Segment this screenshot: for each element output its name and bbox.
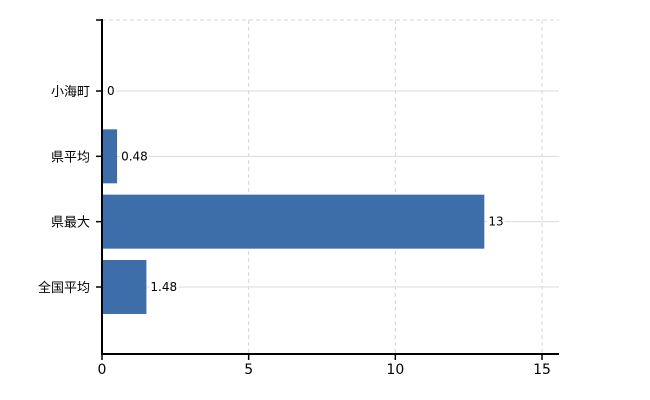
category-label: 全国平均 [38,280,90,296]
value-label-bg [106,84,116,98]
value-label-bg [487,214,505,229]
bar [103,194,485,249]
x-tick-label: 0 [98,362,107,378]
value-label-bg [120,149,149,164]
value-label: 0 [107,84,115,98]
x-tick-label: 5 [244,362,253,378]
value-label: 1.48 [150,280,177,294]
bar [103,129,118,184]
x-tick-label: 15 [533,362,551,378]
x-tick-label: 10 [386,362,404,378]
value-label: 13 [488,215,503,229]
bar [103,259,147,314]
value-label-bg [149,279,179,294]
category-label: 小海町 [51,85,90,100]
category-label: 県平均 [51,150,90,165]
value-label: 0.48 [121,149,148,163]
category-label: 県最大 [51,216,90,231]
